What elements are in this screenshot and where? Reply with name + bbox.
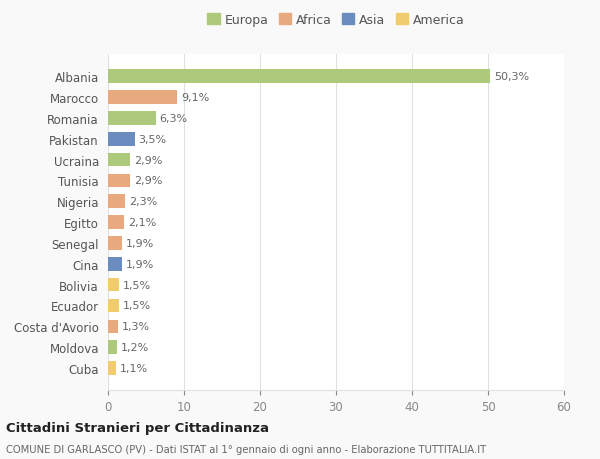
Bar xyxy=(108,174,130,188)
Text: 1,1%: 1,1% xyxy=(120,363,148,373)
Text: 1,9%: 1,9% xyxy=(126,238,154,248)
Bar xyxy=(108,91,177,105)
Bar xyxy=(108,70,490,84)
Text: 1,5%: 1,5% xyxy=(123,280,151,290)
Text: 2,1%: 2,1% xyxy=(128,218,156,228)
Text: 1,5%: 1,5% xyxy=(123,301,151,311)
Text: 2,3%: 2,3% xyxy=(129,197,158,207)
Bar xyxy=(108,195,125,208)
Bar xyxy=(108,320,118,333)
Legend: Europa, Africa, Asia, America: Europa, Africa, Asia, America xyxy=(205,11,467,29)
Text: 1,3%: 1,3% xyxy=(122,322,150,331)
Text: Cittadini Stranieri per Cittadinanza: Cittadini Stranieri per Cittadinanza xyxy=(6,421,269,434)
Bar xyxy=(108,278,119,292)
Bar xyxy=(108,361,116,375)
Bar xyxy=(108,257,122,271)
Text: 1,2%: 1,2% xyxy=(121,342,149,353)
Text: 9,1%: 9,1% xyxy=(181,93,209,103)
Text: 2,9%: 2,9% xyxy=(134,155,162,165)
Text: COMUNE DI GARLASCO (PV) - Dati ISTAT al 1° gennaio di ogni anno - Elaborazione T: COMUNE DI GARLASCO (PV) - Dati ISTAT al … xyxy=(6,444,486,454)
Text: 2,9%: 2,9% xyxy=(134,176,162,186)
Text: 6,3%: 6,3% xyxy=(160,114,188,123)
Bar xyxy=(108,237,122,250)
Text: 1,9%: 1,9% xyxy=(126,259,154,269)
Bar xyxy=(108,133,134,146)
Text: 3,5%: 3,5% xyxy=(139,134,167,145)
Bar xyxy=(108,299,119,313)
Bar xyxy=(108,341,117,354)
Bar xyxy=(108,216,124,230)
Bar xyxy=(108,112,156,125)
Bar xyxy=(108,153,130,167)
Text: 50,3%: 50,3% xyxy=(494,72,529,82)
